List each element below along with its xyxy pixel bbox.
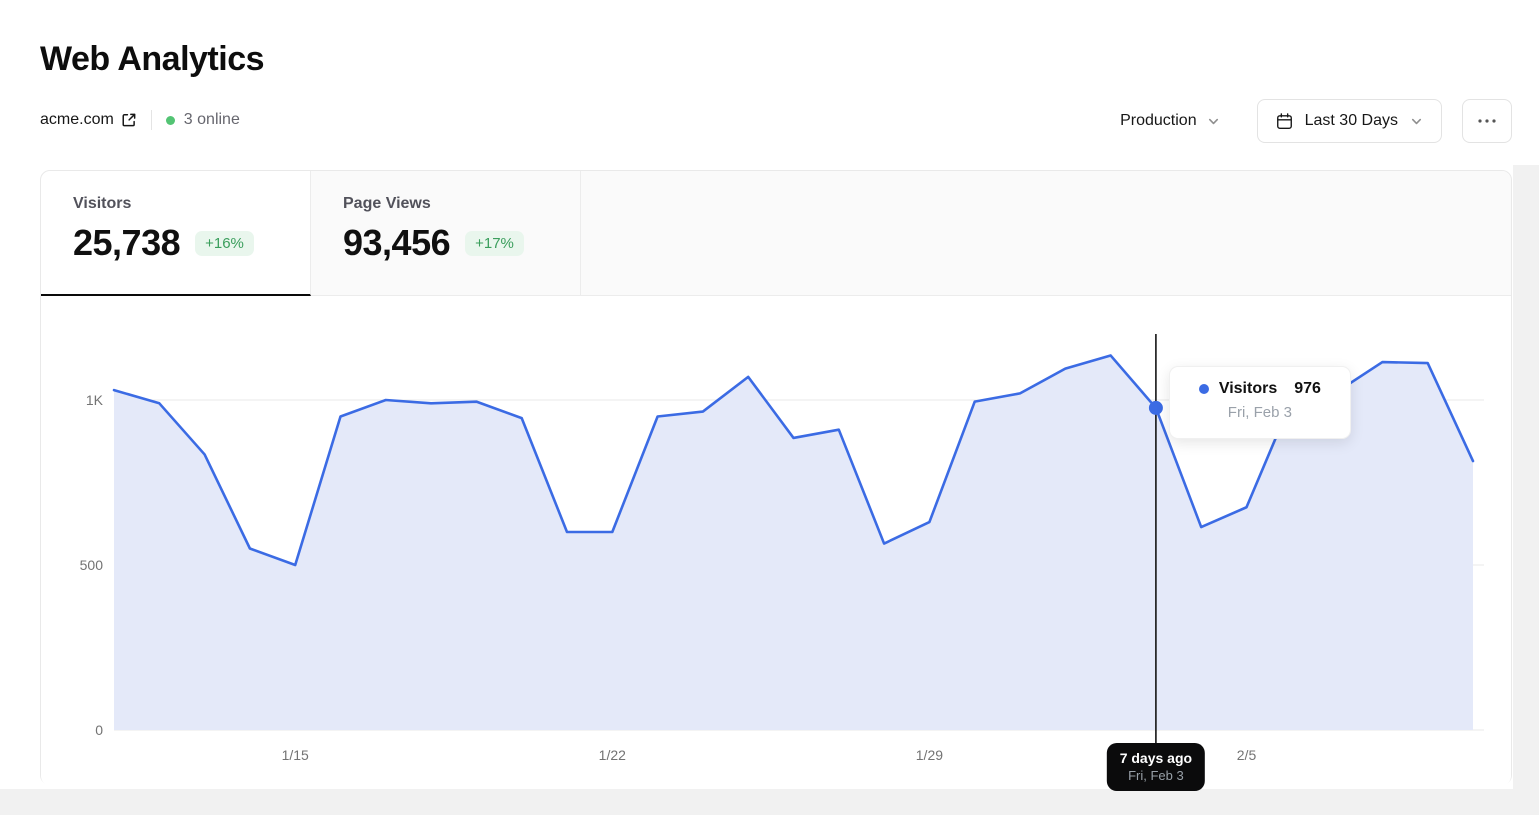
external-link-icon [122, 113, 136, 127]
page-gutter-right [1513, 165, 1539, 815]
online-status-label: 3 online [183, 111, 240, 128]
calendar-icon [1276, 112, 1292, 129]
chart-region: 0 500 1K 1/15 1/22 1/29 2/5 Visitors 976 Fri, … [41, 296, 1511, 791]
online-dot-icon [165, 115, 175, 125]
tab-page-views-label: Page Views [343, 195, 431, 212]
highlight-dot [1148, 400, 1163, 415]
tab-visitors-label: Visitors [73, 195, 132, 212]
more-options-button[interactable] [1462, 99, 1512, 143]
ellipsis-icon [1478, 119, 1496, 123]
y-tick-label: 500 [80, 557, 104, 573]
domain-link[interactable]: acme.com [40, 111, 137, 129]
chart-tooltip: Visitors 976 Fri, Feb 3 [1168, 366, 1351, 439]
tooltip-series-label: Visitors [1218, 380, 1278, 397]
environment-dropdown[interactable]: Production [1120, 112, 1221, 130]
x-tick-label: 1/15 [282, 747, 309, 763]
online-status: 3 online [165, 111, 240, 129]
cursor-pill-relative-date: 7 days ago [1119, 750, 1193, 766]
tab-visitors[interactable]: Visitors 25,738 +16% [41, 171, 311, 296]
x-tick-label: 1/22 [599, 747, 626, 763]
metric-tabs: Visitors 25,738 +16% Page Views 93,456 +… [41, 171, 1511, 296]
tab-page-views-delta-badge: +17% [465, 230, 524, 256]
date-range-label: Last 30 Days [1304, 112, 1398, 129]
tab-strip-filler [581, 171, 1511, 296]
environment-label: Production [1120, 112, 1197, 129]
tab-page-views-value: 93,456 [343, 222, 451, 263]
visitors-area-chart[interactable]: 0 500 1K 1/15 1/22 1/29 2/5 [41, 296, 1511, 786]
site-meta-row: acme.com 3 online [40, 110, 240, 130]
cursor-date-pill: 7 days ago Fri, Feb 3 [1106, 743, 1206, 791]
x-tick-label: 2/5 [1237, 747, 1257, 763]
date-range-button[interactable]: Last 30 Days [1256, 99, 1442, 143]
page-title: Web Analytics [40, 40, 265, 78]
domain-label: acme.com [40, 111, 114, 128]
header-controls: Production Last 30 Days [1120, 99, 1512, 143]
page-gutter-bottom [0, 789, 1539, 815]
meta-divider [150, 110, 152, 130]
tab-visitors-delta-badge: +16% [195, 230, 254, 256]
cursor-pill-date: Fri, Feb 3 [1128, 768, 1184, 783]
y-tick-label: 0 [95, 722, 103, 738]
analytics-card: Visitors 25,738 +16% Page Views 93,456 +… [40, 170, 1512, 791]
tab-page-views[interactable]: Page Views 93,456 +17% [311, 171, 581, 296]
tab-visitors-value: 25,738 [73, 222, 181, 263]
y-tick-label: 1K [86, 392, 104, 408]
tooltip-date: Fri, Feb 3 [1227, 404, 1292, 421]
visitors-line [112, 354, 1475, 567]
tooltip-series-dot-icon [1198, 384, 1209, 394]
chevron-down-icon [1411, 118, 1422, 124]
area-fill [114, 355, 1473, 730]
chevron-down-icon [1208, 118, 1218, 124]
tooltip-value: 976 [1294, 380, 1321, 397]
x-tick-label: 1/29 [916, 747, 943, 763]
